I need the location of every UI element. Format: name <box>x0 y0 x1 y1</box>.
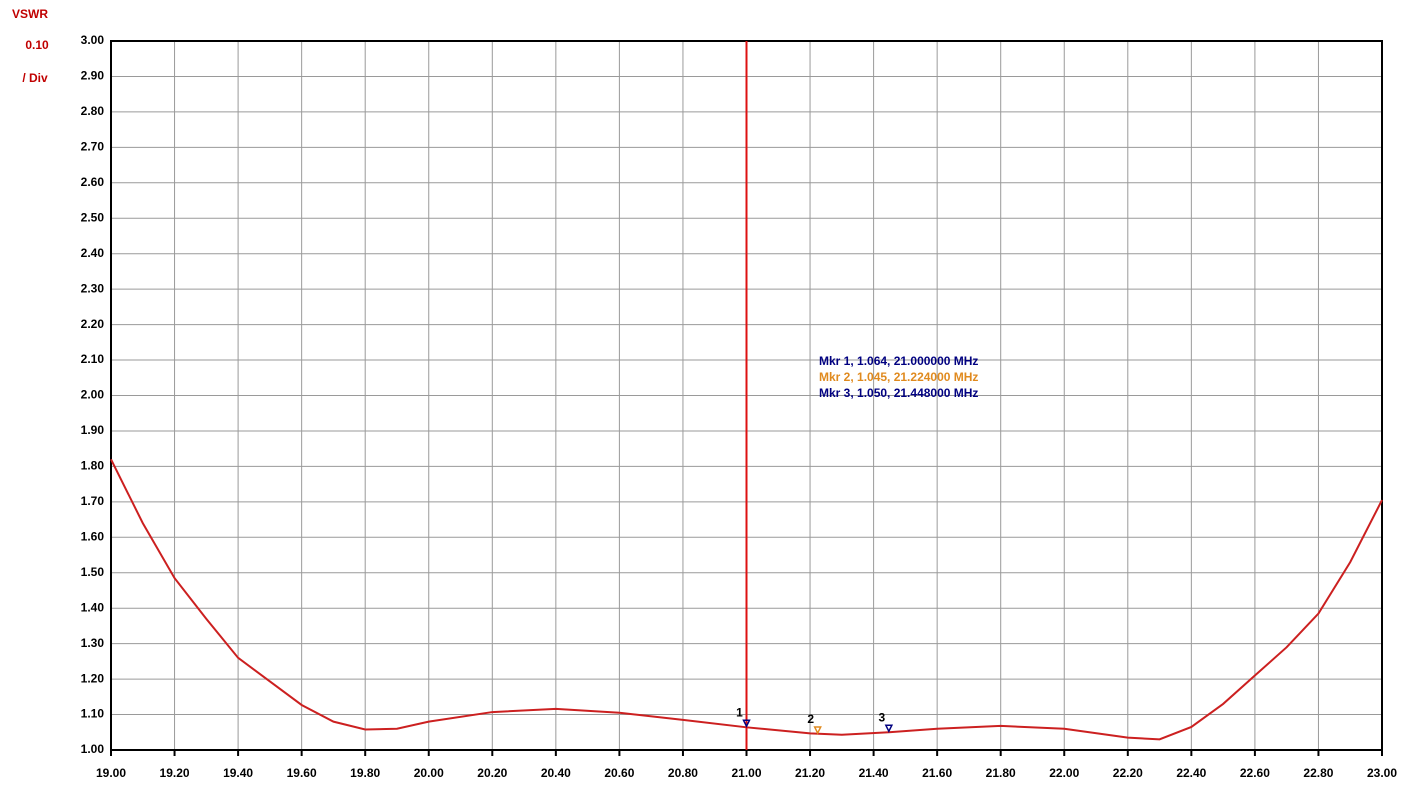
scale-per-div: 0.10 <box>25 38 49 52</box>
x-tick-label: 20.00 <box>414 766 444 780</box>
marker-readout: Mkr 2, 1.045, 21.224000 MHz <box>819 370 978 384</box>
x-tick-label: 20.20 <box>477 766 507 780</box>
y-tick-label: 1.70 <box>81 494 105 508</box>
marker-number: 2 <box>807 712 814 726</box>
x-tick-label: 21.60 <box>922 766 952 780</box>
x-tick-label: 23.00 <box>1367 766 1397 780</box>
y-tick-label: 3.00 <box>81 33 105 47</box>
marker-number: 3 <box>879 710 886 724</box>
x-tick-label: 21.40 <box>859 766 889 780</box>
y-tick-label: 1.10 <box>81 707 105 721</box>
y-tick-label: 2.10 <box>81 352 105 366</box>
scale-unit: / Div <box>22 71 48 85</box>
y-tick-label: 1.80 <box>81 459 105 473</box>
y-tick-label: 1.90 <box>81 423 105 437</box>
y-tick-label: 2.90 <box>81 69 105 83</box>
x-tick-label: 19.20 <box>160 766 190 780</box>
x-tick-label: 22.40 <box>1176 766 1206 780</box>
vswr-curve <box>110 458 1383 741</box>
y-tick-label: 1.60 <box>81 529 105 543</box>
x-tick-label: 20.80 <box>668 766 698 780</box>
y-tick-label: 1.20 <box>81 671 105 685</box>
x-tick-label: 20.60 <box>604 766 634 780</box>
y-tick-label: 1.00 <box>81 742 105 756</box>
y-tick-label: 2.20 <box>81 317 105 331</box>
x-tick-label: 21.00 <box>731 766 761 780</box>
x-tick-label: 19.40 <box>223 766 253 780</box>
y-tick-label: 2.80 <box>81 104 105 118</box>
x-tick-label: 22.00 <box>1049 766 1079 780</box>
y-title: VSWR <box>12 7 48 21</box>
x-tick-label: 22.20 <box>1113 766 1143 780</box>
marker-triangle <box>884 724 894 733</box>
y-tick-label: 2.70 <box>81 140 105 154</box>
y-tick-label: 2.50 <box>81 210 105 224</box>
marker-readout: Mkr 3, 1.050, 21.448000 MHz <box>819 386 978 400</box>
marker-triangle <box>813 726 822 735</box>
y-tick-label: 2.00 <box>81 388 105 402</box>
marker-number: 1 <box>736 705 743 719</box>
y-tick-label: 2.60 <box>81 175 105 189</box>
y-tick-label: 1.50 <box>81 565 105 579</box>
y-tick-label: 1.40 <box>81 600 105 614</box>
marker-readout: Mkr 1, 1.064, 21.000000 MHz <box>819 354 978 368</box>
x-tick-label: 21.80 <box>986 766 1016 780</box>
y-tick-label: 2.30 <box>81 281 105 295</box>
x-tick-label: 20.40 <box>541 766 571 780</box>
x-tick-label: 19.60 <box>287 766 317 780</box>
x-tick-label: 19.00 <box>96 766 126 780</box>
y-tick-label: 2.40 <box>81 246 105 260</box>
x-tick-label: 22.80 <box>1303 766 1333 780</box>
x-tick-label: 21.20 <box>795 766 825 780</box>
y-tick-label: 1.30 <box>81 636 105 650</box>
x-tick-label: 22.60 <box>1240 766 1270 780</box>
x-tick-label: 19.80 <box>350 766 380 780</box>
marker-triangle <box>742 719 751 728</box>
